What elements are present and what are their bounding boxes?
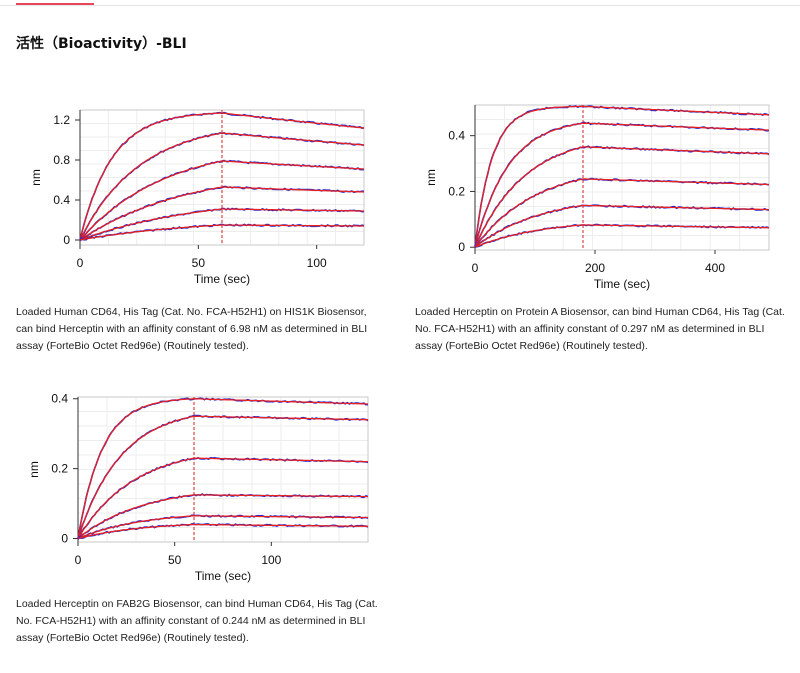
series-2-fit-line bbox=[79, 132, 365, 241]
series-5-fit-line bbox=[79, 208, 364, 241]
series-2-fit-line bbox=[77, 415, 368, 539]
x-tick-label: 50 bbox=[168, 553, 182, 567]
series-3-fit-line bbox=[77, 457, 368, 539]
y-axis-title: nm bbox=[27, 461, 41, 478]
y-tick-label: 0.4 bbox=[51, 392, 68, 406]
x-tick-label: 50 bbox=[192, 256, 206, 270]
chart-svg: 0 0.2 0.4 0 200 400 Time (sec) nm bbox=[424, 104, 770, 291]
x-tick-label: 0 bbox=[75, 553, 82, 567]
x-axis-title: Time (sec) bbox=[195, 569, 251, 583]
series-5-fit-line bbox=[474, 204, 770, 248]
y-axis-title: nm bbox=[29, 169, 43, 186]
y-tick-label: 0.4 bbox=[448, 129, 465, 143]
section-title: 活性（Bioactivity）-BLI bbox=[16, 36, 187, 52]
series-4-fit-line bbox=[79, 186, 365, 241]
top-accent-bar bbox=[16, 3, 94, 5]
x-tick-label: 0 bbox=[77, 256, 84, 270]
chart-2-caption: Loaded Herceptin on Protein A Biosensor,… bbox=[415, 306, 785, 352]
series-5-fit-line bbox=[77, 515, 368, 540]
bli-chart-3: 0 0.2 0.4 0 50 100 Time (sec) nm bbox=[20, 385, 380, 585]
x-tick-label: 100 bbox=[261, 553, 281, 567]
series-1-fit-line bbox=[474, 105, 770, 248]
series-2-fit-line bbox=[474, 122, 770, 248]
y-tick-label: 0.2 bbox=[448, 184, 465, 198]
series-3-fit-line bbox=[474, 146, 770, 248]
y-axis-title: nm bbox=[424, 169, 438, 186]
y-tick-label: 0 bbox=[458, 240, 465, 254]
series-6-fit-line bbox=[77, 523, 368, 540]
top-divider bbox=[0, 5, 800, 6]
x-axis-title: Time (sec) bbox=[594, 277, 650, 291]
series-1-fit-line bbox=[79, 112, 365, 241]
y-tick-label: 0.8 bbox=[53, 153, 70, 167]
chart-svg: 0 0.4 0.8 1.2 0 50 100 Time (sec) nm bbox=[29, 109, 365, 286]
bli-chart-1: 0 0.4 0.8 1.2 0 50 100 Time (sec) nm bbox=[20, 100, 380, 295]
series-3-fit-line bbox=[79, 160, 365, 241]
series-6-fit-line bbox=[474, 224, 769, 248]
series-6-fit-line bbox=[79, 224, 364, 241]
series-1-fit-line bbox=[77, 398, 369, 539]
x-axis-title: Time (sec) bbox=[194, 272, 250, 286]
x-tick-label: 200 bbox=[585, 261, 605, 275]
y-tick-label: 0.2 bbox=[51, 462, 68, 476]
chart-1-caption: Loaded Human CD64, His Tag (Cat. No. FCA… bbox=[16, 306, 368, 352]
chart-svg: 0 0.2 0.4 0 50 100 Time (sec) nm bbox=[27, 392, 369, 583]
y-tick-label: 1.2 bbox=[53, 113, 70, 127]
bli-chart-2: 0 0.2 0.4 0 200 400 Time (sec) nm bbox=[420, 100, 780, 295]
y-tick-label: 0.4 bbox=[53, 193, 70, 207]
chart-3-caption: Loaded Herceptin on FAB2G Biosensor, can… bbox=[16, 598, 378, 644]
series-4-fit-line bbox=[474, 178, 770, 248]
series-4-fit-line bbox=[77, 494, 368, 540]
x-tick-label: 100 bbox=[307, 256, 327, 270]
y-tick-label: 0 bbox=[61, 532, 68, 546]
x-tick-label: 0 bbox=[472, 261, 479, 275]
x-tick-label: 400 bbox=[705, 261, 725, 275]
y-tick-label: 0 bbox=[63, 233, 70, 247]
